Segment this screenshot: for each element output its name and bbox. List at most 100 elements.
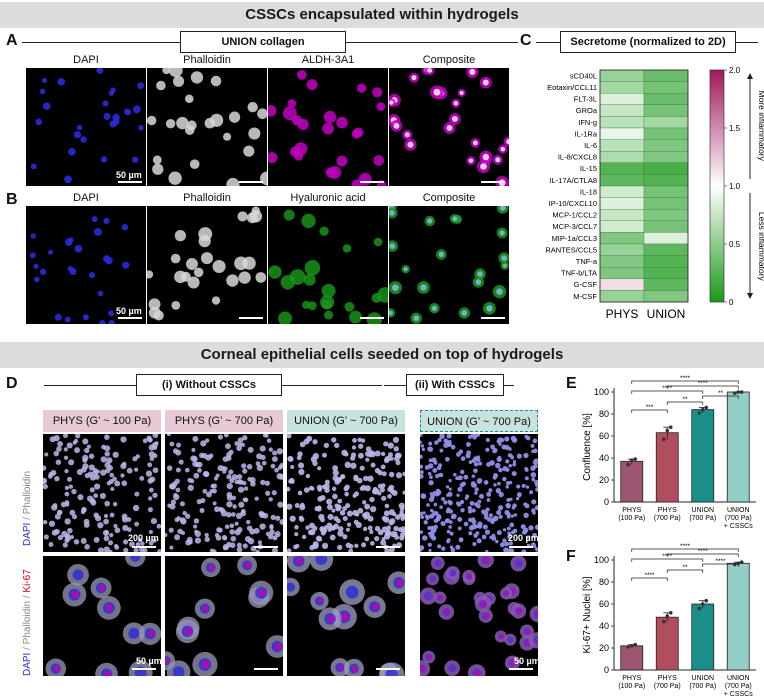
category-label: (700 Pa) — [689, 683, 716, 690]
data-point — [633, 642, 638, 647]
significance-bracket — [631, 390, 704, 394]
category-label: (100 Pa) — [618, 515, 645, 522]
scale-label-d-row2: 50 µm — [136, 656, 162, 666]
heatmap-row-label: M-CSF — [573, 292, 597, 301]
heatmap-row-label: IL-17A/CTLA8 — [549, 176, 597, 185]
data-point — [629, 644, 634, 648]
panel-b-channel-hyaluronic: Hyaluronic acid — [290, 192, 366, 204]
significance-label: **** — [680, 543, 691, 550]
category-label: + CSSCs — [724, 523, 753, 530]
y-tick-label: 80 — [599, 577, 609, 587]
data-point — [700, 602, 705, 606]
colorbar-tick: 0.5 — [729, 240, 741, 249]
row1-label-sep: / — [22, 514, 33, 523]
scale-bar-d-row1-d — [509, 546, 533, 548]
micrograph-d-union700-low — [287, 434, 405, 552]
category-label: PHYS — [658, 675, 677, 682]
colorbar-tick: 0 — [729, 298, 734, 307]
micrograph-d-union-csscs-low — [420, 434, 538, 552]
heatmap-cell — [643, 151, 689, 163]
category-label: UNION — [691, 675, 714, 682]
row2-label-sep2: / — [22, 592, 33, 601]
significance-bracket — [631, 577, 668, 581]
heatmap-row-label: TNF-b/LTA — [561, 269, 597, 278]
significance-bracket — [666, 401, 704, 405]
scale-bar-d-row2-b — [254, 668, 278, 670]
data-point — [626, 645, 631, 649]
scale-bar-d-row2-c — [376, 668, 400, 670]
annotation-less-inflammatory: Less inflammatory — [757, 212, 764, 282]
panel-a-channel-dapi: DAPI — [73, 54, 99, 66]
micrograph-b-hyaluronic — [268, 206, 388, 324]
bar — [691, 603, 715, 671]
scale-label-b: 50 µm — [116, 306, 142, 316]
category-label: (100 Pa) — [618, 683, 645, 690]
y-tick-label: 60 — [599, 599, 609, 609]
bar — [655, 432, 679, 503]
micrograph-a-composite — [389, 68, 509, 186]
panel-a-channel-phalloidin: Phalloidin — [183, 54, 231, 66]
data-point — [661, 619, 666, 624]
category-label: PHYS — [658, 507, 677, 514]
heatmap-frame — [599, 69, 689, 303]
significance-label: **** — [680, 375, 691, 382]
scale-bar-b-dapi — [118, 317, 142, 319]
row1-label-dapi: DAPI — [22, 522, 33, 546]
heatmap-cell — [643, 81, 689, 94]
colorbar-tick: 1.5 — [729, 124, 741, 133]
heatmap-cell — [599, 290, 645, 303]
heatmap-cell — [643, 185, 689, 198]
data-point — [668, 611, 673, 615]
category-label: (700 Pa) — [725, 683, 752, 690]
colorbar — [709, 69, 725, 303]
category-label: (700 Pa) — [725, 515, 752, 522]
heatmap-column-label: UNION — [647, 307, 686, 321]
micrograph-d-union-csscs-high — [420, 556, 538, 676]
panel-b-channel-phalloidin: Phalloidin — [183, 192, 231, 204]
bar — [726, 562, 750, 671]
heatmap-cell — [643, 197, 689, 210]
panel-a-channel-composite: Composite — [422, 54, 476, 66]
row-label-dapi-phalloidin-ki67: DAPI / Phalloidin / Ki-67 — [22, 569, 33, 676]
heatmap-row-label: IP-10/CXCL10 — [549, 199, 597, 208]
micrograph-b-dapi — [26, 206, 146, 324]
panel-label-b: B — [6, 191, 18, 208]
y-axis-label: Confluence [%] — [582, 413, 593, 481]
category-label: + CSSCs — [724, 691, 753, 698]
row2-label-phalloidin: Phalloidin — [22, 600, 33, 645]
scale-bar-d-row2-a — [132, 668, 156, 670]
heatmap-row-label: IL-18 — [580, 187, 597, 196]
condition-phys-700: PHYS (G’ ~ 700 Pa) — [165, 410, 283, 432]
row-label-dapi-phalloidin: DAPI / Phalloidin — [22, 471, 33, 546]
heatmap-row-label: IL-8/CXCL8 — [558, 153, 597, 162]
panel-label-e: E — [566, 375, 577, 392]
heatmap-row-label: IL-1Ra — [574, 129, 597, 138]
significance-label: ** — [682, 564, 688, 571]
panel-label-a: A — [6, 32, 18, 49]
micrograph-d-phys700-low — [165, 434, 283, 552]
category-label: UNION — [727, 507, 750, 514]
heatmap-cell — [643, 116, 689, 129]
top-banner: CSSCs encapsulated within hydrogels — [0, 2, 764, 28]
significance-label: ** — [682, 396, 688, 403]
category-label: PHYS — [622, 507, 641, 514]
heatmap-row-label: MCP-3/CCL7 — [552, 222, 597, 231]
significance-label: **** — [698, 548, 709, 555]
data-point — [661, 437, 666, 442]
heatmap-cell — [599, 151, 645, 163]
y-tick-label: 20 — [599, 475, 609, 485]
heatmap-cell — [599, 139, 645, 152]
heatmap-row-label: FLT-3L — [574, 95, 597, 104]
heatmap-row-label: GROa — [576, 106, 598, 115]
heatmap-cell — [599, 209, 645, 221]
data-point — [704, 405, 709, 410]
category-label: UNION — [727, 675, 750, 682]
bottom-banner: Corneal epithelial cells seeded on top o… — [0, 342, 764, 368]
panel-a-box-label: UNION collagen — [180, 31, 346, 53]
heatmap-cell — [599, 116, 645, 129]
scale-bar-b-composite — [481, 317, 505, 319]
data-point — [697, 606, 702, 611]
colorbar-tick: 2.0 — [729, 66, 741, 75]
y-axis-label: Ki-67+ Nuclei [%] — [582, 576, 593, 653]
